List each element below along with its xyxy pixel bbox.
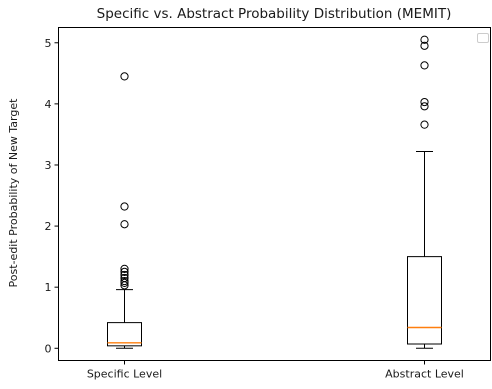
outlier-point: [120, 267, 129, 277]
box-series: [107, 35, 442, 349]
iqr-box: [407, 256, 442, 345]
y-tick-label: 1: [45, 281, 52, 294]
outlier-point: [420, 41, 429, 50]
y-tick-label: 0: [45, 342, 52, 355]
x-tick-label: Abstract Level: [385, 368, 464, 381]
y-tick-label: 4: [45, 98, 52, 111]
outlier-point: [420, 61, 429, 70]
box-abstract-level: [407, 35, 442, 349]
outlier-point: [120, 276, 129, 286]
outlier-point: [120, 273, 129, 283]
box-specific-level: [107, 72, 142, 349]
outlier-point: [420, 97, 429, 107]
y-tick-label: 3: [45, 159, 52, 172]
outlier-point: [420, 102, 429, 111]
outlier-point: [120, 264, 129, 273]
outlier-point: [120, 202, 129, 211]
chart-title: Specific vs. Abstract Probability Distri…: [97, 6, 452, 22]
plot-area-frame: [58, 27, 491, 361]
x-axis: Specific Level Abstract Level: [87, 360, 464, 381]
y-axis-label: Post-edit Probability of New Target: [7, 98, 20, 288]
outlier-point: [420, 35, 429, 44]
y-axis: 0 1 2 3 4 5: [45, 37, 59, 355]
outlier-point: [120, 220, 129, 229]
outlier-point: [120, 270, 129, 280]
x-tick-label: Specific Level: [87, 368, 162, 381]
y-tick-label: 2: [45, 220, 52, 233]
iqr-box: [107, 322, 142, 347]
legend-box: [477, 33, 489, 43]
outlier-point: [120, 72, 129, 81]
outlier-point: [420, 120, 429, 129]
y-tick-label: 5: [45, 37, 52, 50]
